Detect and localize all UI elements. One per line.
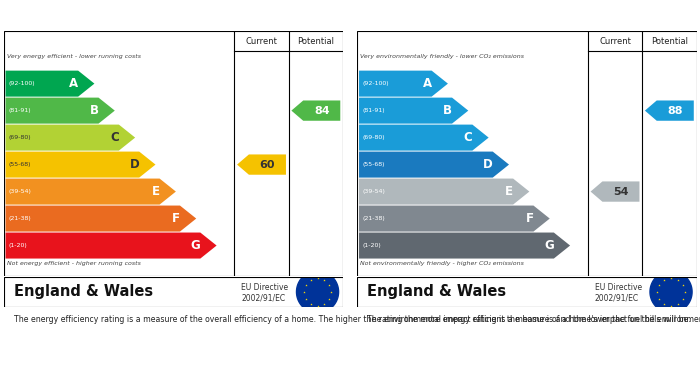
Polygon shape (359, 125, 489, 151)
Text: Very environmentally friendly - lower CO₂ emissions: Very environmentally friendly - lower CO… (360, 54, 524, 59)
Polygon shape (6, 98, 115, 124)
Text: (1-20): (1-20) (362, 243, 381, 248)
Text: Very energy efficient - lower running costs: Very energy efficient - lower running co… (7, 54, 141, 59)
Polygon shape (650, 271, 692, 313)
Polygon shape (6, 125, 135, 151)
Polygon shape (291, 100, 340, 121)
Text: 2002/91/EC: 2002/91/EC (241, 293, 286, 302)
Polygon shape (297, 271, 339, 313)
Polygon shape (359, 206, 550, 231)
Text: A: A (423, 77, 432, 90)
Text: (69-80): (69-80) (8, 135, 32, 140)
Text: C: C (463, 131, 473, 144)
Text: (92-100): (92-100) (8, 81, 35, 86)
Text: 60: 60 (260, 160, 275, 170)
Text: G: G (190, 239, 200, 252)
Polygon shape (6, 152, 155, 178)
Polygon shape (359, 152, 509, 178)
Text: 54: 54 (613, 187, 629, 197)
Text: (55-68): (55-68) (362, 162, 384, 167)
Text: Not energy efficient - higher running costs: Not energy efficient - higher running co… (7, 261, 141, 266)
Text: D: D (130, 158, 139, 171)
Text: England & Wales: England & Wales (14, 284, 153, 300)
Text: F: F (526, 212, 533, 225)
Polygon shape (359, 179, 529, 204)
Text: G: G (544, 239, 554, 252)
Text: 84: 84 (314, 106, 330, 116)
Polygon shape (6, 233, 216, 258)
Text: (69-80): (69-80) (362, 135, 385, 140)
Text: 2002/91/EC: 2002/91/EC (594, 293, 639, 302)
Polygon shape (645, 100, 694, 121)
Text: Current: Current (599, 37, 631, 46)
Text: (81-91): (81-91) (8, 108, 32, 113)
Text: C: C (110, 131, 119, 144)
Text: E: E (151, 185, 160, 198)
Polygon shape (6, 179, 176, 204)
Text: Potential: Potential (651, 37, 688, 46)
Polygon shape (359, 71, 448, 97)
Text: (1-20): (1-20) (8, 243, 27, 248)
Text: Current: Current (246, 37, 277, 46)
Text: D: D (483, 158, 493, 171)
Text: Potential: Potential (298, 37, 335, 46)
Text: (81-91): (81-91) (362, 108, 385, 113)
Text: (92-100): (92-100) (362, 81, 389, 86)
Polygon shape (359, 98, 468, 124)
Polygon shape (359, 233, 570, 258)
Text: (39-54): (39-54) (8, 189, 32, 194)
Text: England & Wales: England & Wales (368, 284, 506, 300)
Polygon shape (591, 181, 640, 202)
Text: (55-68): (55-68) (8, 162, 31, 167)
Polygon shape (6, 71, 94, 97)
Text: EU Directive: EU Directive (594, 283, 642, 292)
Text: (21-38): (21-38) (8, 216, 32, 221)
Text: (39-54): (39-54) (362, 189, 385, 194)
Text: (21-38): (21-38) (362, 216, 385, 221)
Text: EU Directive: EU Directive (241, 283, 288, 292)
Text: Energy Efficiency Rating: Energy Efficiency Rating (17, 9, 180, 22)
Text: Environmental Impact (CO₂) Rating: Environmental Impact (CO₂) Rating (370, 9, 603, 22)
Text: The environmental impact rating is a measure of a home's impact on the environme: The environmental impact rating is a mea… (368, 316, 700, 325)
Text: The energy efficiency rating is a measure of the overall efficiency of a home. T: The energy efficiency rating is a measur… (14, 316, 690, 325)
Text: B: B (90, 104, 99, 117)
Text: B: B (443, 104, 452, 117)
Text: F: F (172, 212, 180, 225)
Polygon shape (237, 154, 286, 175)
Polygon shape (6, 206, 196, 231)
Text: Not environmentally friendly - higher CO₂ emissions: Not environmentally friendly - higher CO… (360, 261, 524, 266)
Text: A: A (69, 77, 78, 90)
Text: 88: 88 (668, 106, 683, 116)
Text: E: E (505, 185, 513, 198)
